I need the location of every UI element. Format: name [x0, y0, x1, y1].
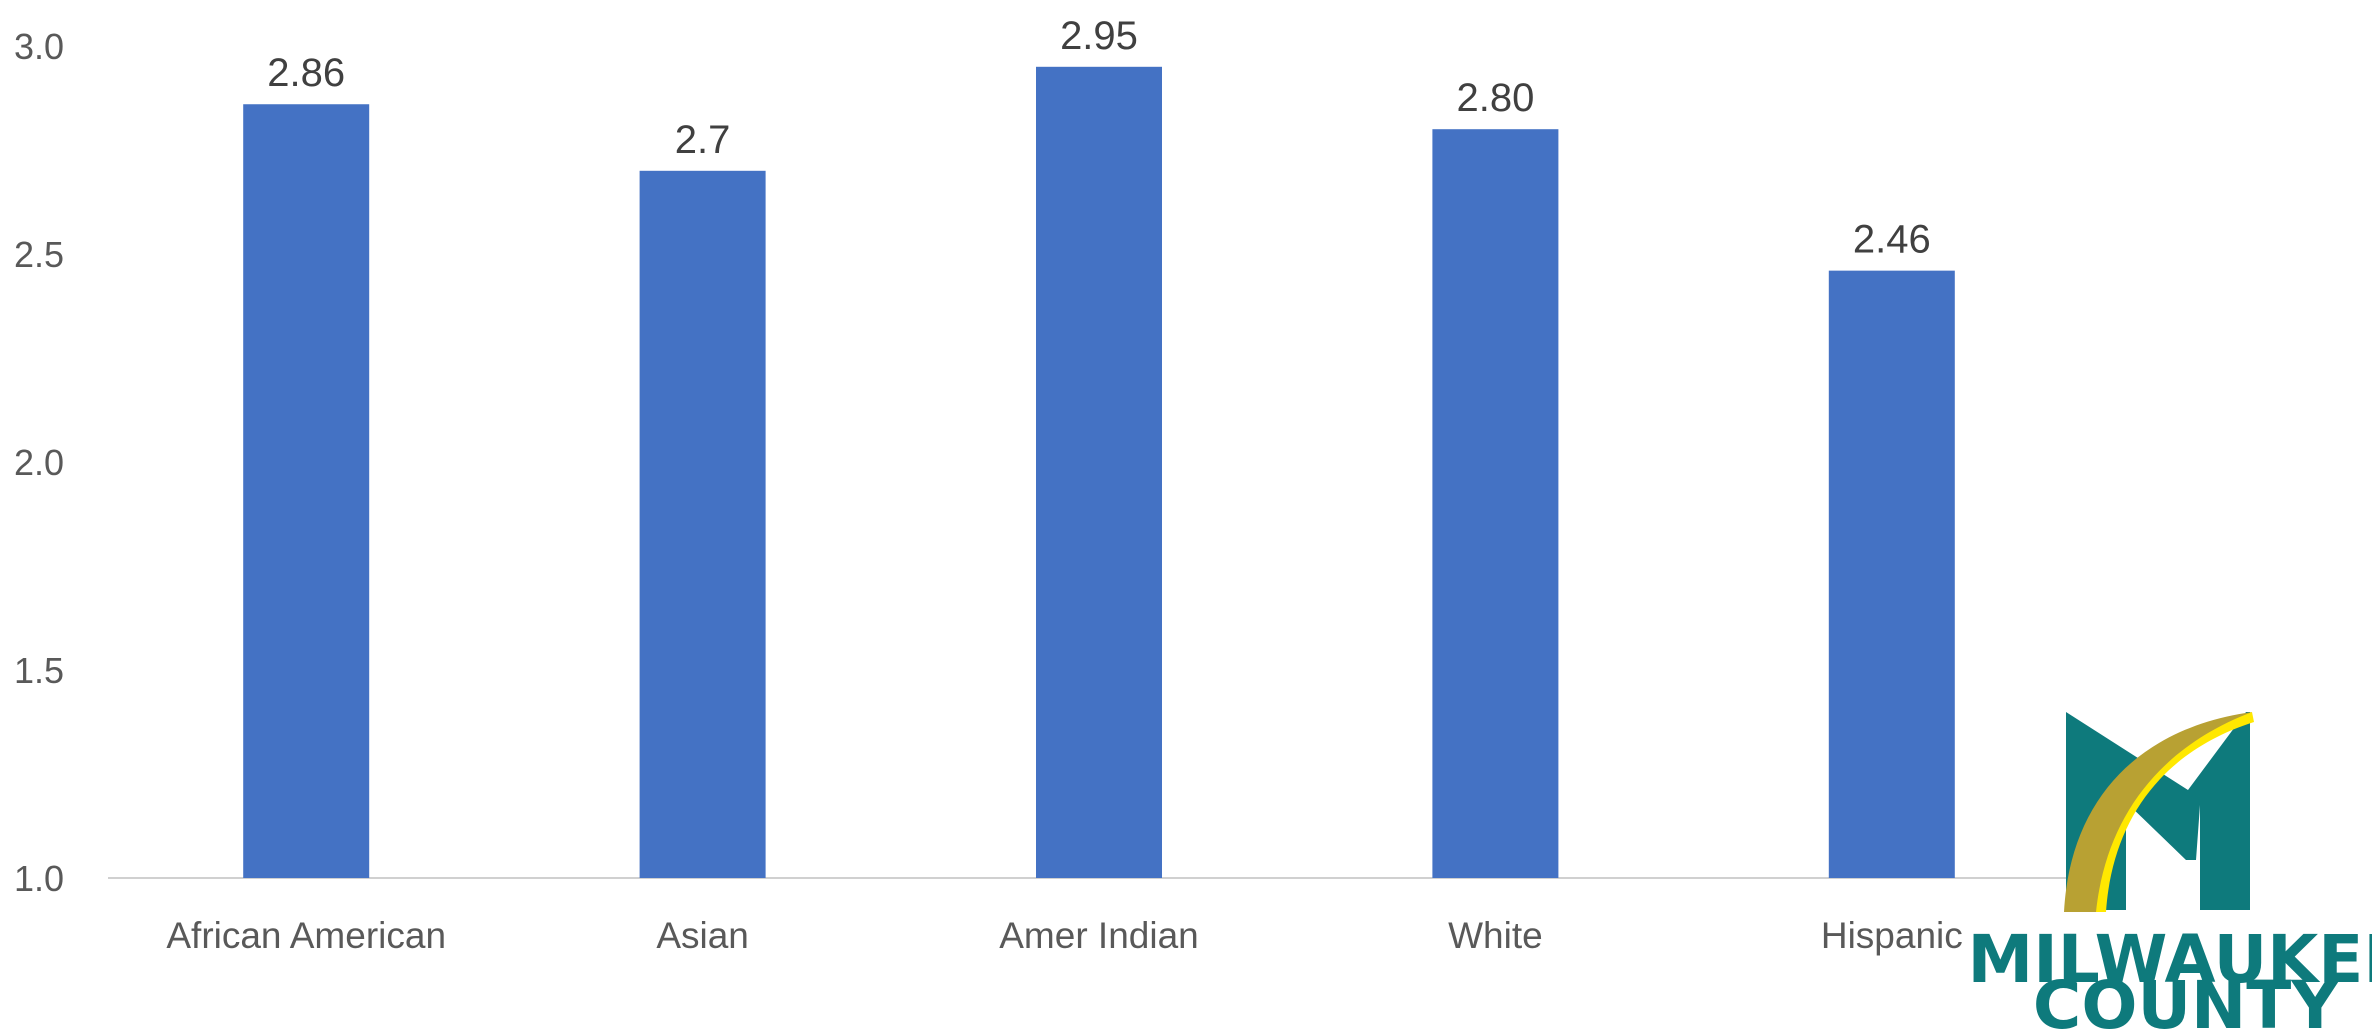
x-category-label: White: [1448, 915, 1543, 956]
bar-value-label: 2.80: [1456, 76, 1534, 120]
y-tick-label: 3.0: [14, 26, 64, 67]
category-labels-group: African American Asian Amer Indian White His…: [166, 915, 1962, 956]
logo-gold-arc-shape: [2064, 712, 2252, 912]
x-category-label: Hispanic: [1821, 915, 1963, 956]
bars-group: [243, 66, 1955, 879]
y-axis: 1.0 1.5 2.0 2.5 3.0: [14, 26, 64, 899]
bar: [1036, 66, 1162, 879]
y-tick-label: 2.5: [14, 234, 64, 275]
bar: [243, 104, 370, 879]
bar-value-label: 2.7: [675, 118, 731, 162]
logo-mark-icon: [2064, 712, 2254, 912]
bar-value-label: 2.86: [267, 51, 345, 95]
milwaukee-county-logo: MILWAUKEE COUNTY: [1968, 712, 2372, 1032]
y-tick-label: 2.0: [14, 442, 64, 483]
bar-value-label: 2.95: [1060, 14, 1138, 58]
y-tick-label: 1.0: [14, 858, 64, 899]
bar: [639, 170, 766, 879]
bar: [1432, 129, 1559, 878]
bar: [1828, 270, 1955, 878]
x-category-label: Amer Indian: [999, 915, 1199, 956]
data-labels-group: 2.86 2.7 2.95 2.80 2.46: [267, 14, 1930, 262]
bar-value-label: 2.46: [1853, 218, 1931, 262]
logo-text-line2: COUNTY: [2033, 967, 2340, 1032]
y-tick-label: 1.5: [14, 650, 64, 691]
x-category-label: Asian: [656, 915, 749, 956]
logo-text-line1: MILWAUKEE: [1968, 921, 2372, 998]
x-category-label: African American: [166, 915, 446, 956]
